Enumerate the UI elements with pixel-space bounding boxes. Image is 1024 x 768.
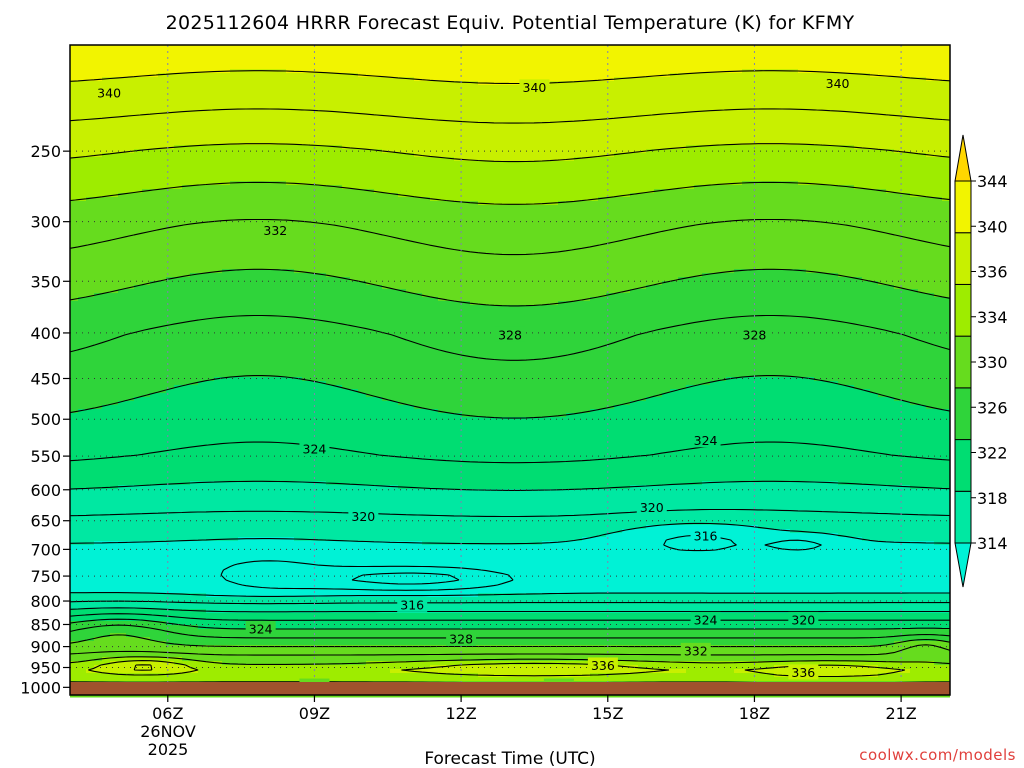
x-tick-label: 06Z — [152, 704, 183, 723]
colorbar-swatch — [954, 335, 972, 389]
contour-label-text: 328 — [449, 631, 473, 646]
y-tick-label: 400 — [30, 324, 61, 343]
y-tick-label: 350 — [30, 272, 61, 291]
contour-label-text: 340 — [523, 80, 547, 95]
colorbar-swatch — [954, 490, 972, 544]
y-tick-label: 250 — [30, 142, 61, 161]
colorbar-label: 314 — [977, 534, 1008, 553]
grid-layer — [70, 45, 950, 695]
colorbar-swatch — [954, 283, 972, 337]
colorbar-swatch — [954, 439, 972, 492]
contour-label: 328 — [446, 630, 477, 646]
contour-label-text: 340 — [826, 76, 850, 91]
contour-label-text: 324 — [249, 622, 273, 637]
colorbar-label: 336 — [977, 263, 1008, 282]
ground-surface — [70, 682, 950, 695]
colorbar-top-arrow — [954, 134, 972, 182]
y-tick-label: 700 — [30, 540, 61, 559]
x-axis-label: Forecast Time (UTC) — [424, 749, 595, 768]
y-tick-label: 300 — [30, 213, 61, 232]
colorbar-bottom-arrow — [954, 542, 972, 588]
contour-label: 316 — [690, 527, 721, 543]
contour-label: 324 — [299, 441, 330, 457]
contour-label-text: 324 — [694, 612, 718, 627]
contour-label: 316 — [397, 596, 428, 612]
contour-label-text: 324 — [303, 442, 327, 457]
y-tick-label: 750 — [30, 567, 61, 586]
y-tick-label: 500 — [30, 410, 61, 429]
colorbar-label: 318 — [977, 489, 1008, 508]
contour-label-text: 320 — [351, 509, 375, 524]
x-date-label-day: 26NOV — [140, 722, 196, 741]
contour-label: 340 — [822, 75, 853, 91]
contour-labels: 340 340 340 332 328 328 324 324 320 320 316 316 324 3… — [94, 75, 853, 694]
contour-label: 320 — [348, 508, 379, 524]
y-tick-label: 950 — [30, 659, 61, 678]
colorbar-label: 344 — [977, 172, 1008, 191]
x-tick-label: 09Z — [299, 704, 330, 723]
y-axis-ticks: 250 300 350 400 450 500 550 600 650 700 750 800 850 9… — [20, 142, 70, 697]
contour-label: 336 — [788, 664, 819, 680]
contour-label-text: 316 — [694, 528, 718, 543]
y-tick-label: 600 — [30, 481, 61, 500]
contour-label: 340 — [94, 84, 125, 100]
contour-label: 324 — [245, 621, 276, 637]
contour-label-text: 316 — [400, 597, 424, 612]
y-tick-label: 550 — [30, 447, 61, 466]
colorbar-label: 340 — [977, 217, 1008, 236]
contour-label-text: 332 — [684, 643, 708, 658]
contour-label-text: 324 — [694, 433, 718, 448]
contour-label-text: 320 — [791, 612, 815, 627]
colorbar: 314 318 322 326 330 334 336 340 344 — [954, 134, 1008, 588]
x-date-label-year: 2025 — [148, 740, 189, 759]
y-tick-label: 800 — [30, 592, 61, 611]
contour-label-text: 328 — [743, 327, 767, 342]
chart-title: 2025112604 HRRR Forecast Equiv. Potentia… — [166, 12, 855, 34]
contour-label-text: 340 — [97, 85, 121, 100]
contour-label: 324 — [690, 432, 721, 448]
contour-label-text: 328 — [498, 327, 522, 342]
plot-frame — [69, 44, 951, 696]
y-tick-label: 850 — [30, 615, 61, 634]
colorbar-swatch — [954, 387, 972, 441]
contour-label-text: 320 — [640, 500, 664, 515]
colorbar-label: 322 — [977, 444, 1008, 463]
contour-label: 328 — [495, 326, 525, 342]
contour-label: 320 — [788, 611, 819, 627]
contour-label: 336 — [587, 657, 618, 673]
colorbar-swatch — [954, 180, 972, 234]
x-tick-label: 18Z — [739, 704, 770, 723]
credit-text: coolwx.com/models — [859, 746, 1016, 764]
contour-label: 328 — [739, 326, 770, 342]
contour-label: 332 — [680, 642, 711, 658]
contour-label-text: 336 — [591, 658, 615, 673]
contour-fill-layer — [70, 45, 950, 698]
colorbar-label: 326 — [977, 398, 1008, 417]
y-tick-label: 1000 — [20, 678, 61, 697]
x-tick-label: 12Z — [445, 704, 476, 723]
y-tick-label: 450 — [30, 369, 61, 388]
contour-label: 324 — [690, 611, 721, 627]
contour-label: 340 — [519, 79, 550, 95]
x-tick-label: 15Z — [592, 704, 623, 723]
colorbar-label: 334 — [977, 308, 1008, 327]
y-tick-label: 650 — [30, 512, 61, 531]
contour-label: 332 — [260, 222, 291, 238]
x-tick-label: 21Z — [885, 704, 916, 723]
contour-label: 320 — [636, 499, 667, 515]
y-tick-label: 900 — [30, 638, 61, 657]
contour-label-text: 336 — [791, 665, 815, 680]
contour-label-text: 332 — [263, 223, 287, 238]
colorbar-swatch — [954, 232, 972, 285]
x-axis-ticks: 06Z 09Z 12Z 15Z 18Z 21Z — [152, 695, 917, 723]
colorbar-label: 330 — [977, 353, 1008, 372]
